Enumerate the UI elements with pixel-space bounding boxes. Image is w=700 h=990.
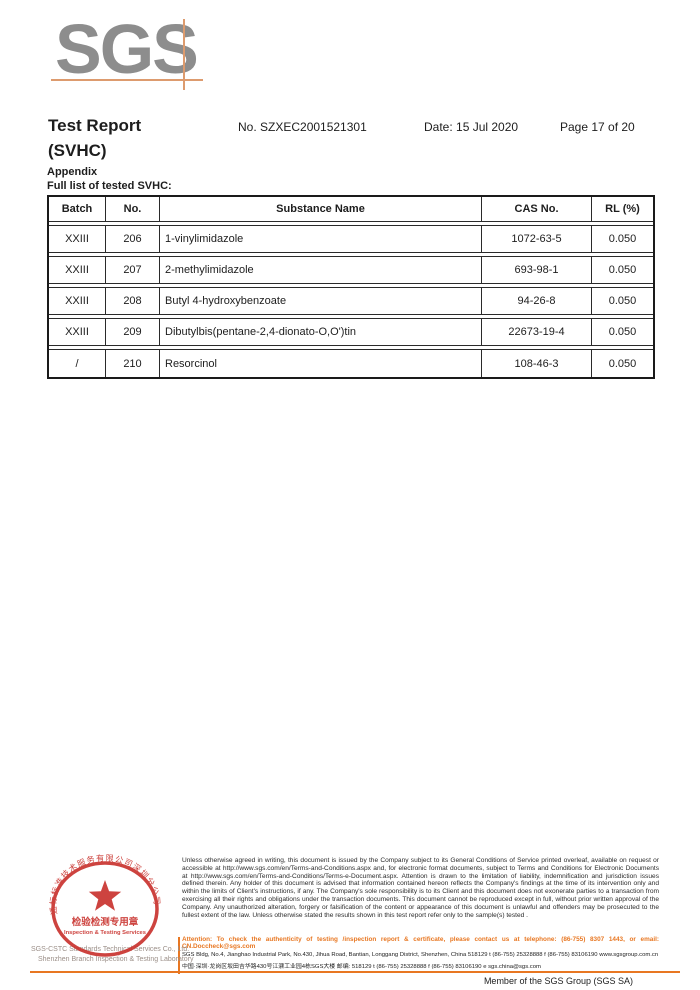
cell-cas: 693-98-1 — [482, 257, 592, 283]
cell-cas: 108-46-3 — [482, 350, 592, 377]
seal-star — [88, 880, 122, 911]
cell-cas: 1072-63-5 — [482, 226, 592, 252]
seal-ring — [51, 861, 159, 957]
cell-rl: 0.050 — [608, 326, 637, 338]
col-header-cas: CAS No. — [482, 197, 592, 221]
cell-rl: 0.050 — [608, 264, 637, 276]
cell-substance: Butyl 4-hydroxybenzoate — [160, 288, 482, 314]
col-header-batch: Batch — [49, 197, 106, 221]
seal-subtitle: Inspection & Testing Services — [64, 930, 146, 936]
company-seal-stamp: 通标标准技术服务有限公司深圳分公司 检验检测专用章 Inspection & T… — [48, 854, 160, 957]
legal-disclaimer: Unless otherwise agreed in writing, this… — [182, 857, 659, 919]
address-chinese: 中国·深圳·龙岗区坂田吉华路430号江灏工业园4栋SGS大楼 邮编: 51812… — [182, 964, 541, 970]
seal-title: 检验检测专用章 — [72, 916, 139, 928]
appendix-subtitle: Full list of tested SVHC: — [47, 180, 172, 192]
address-english: SGS Bldg, No.4, Jianghao Industrial Park… — [182, 952, 659, 958]
company-branch: Shenzhen Branch Inspection & Testing Lab… — [38, 956, 194, 963]
cell-no: 206 — [106, 226, 160, 252]
cell-no: 208 — [106, 288, 160, 314]
logo-vertical-line — [183, 19, 185, 90]
col-header-substance: Substance Name — [160, 197, 482, 221]
cell-rl: 0.050 — [608, 295, 637, 307]
page-title: Test Report — [48, 116, 142, 135]
table-row: XXIII 209 Dibutylbis(pentane-2,4-dionato… — [49, 318, 653, 346]
appendix-label: Appendix — [47, 166, 98, 178]
cell-cas: 22673-19-4 — [482, 319, 592, 345]
cell-cas: 94-26-8 — [482, 288, 592, 314]
attention-notice: Attention: To check the authenticity of … — [182, 936, 659, 951]
cell-rl: 0.050 — [608, 357, 637, 370]
member-note: Member of the SGS Group (SGS SA) — [483, 976, 633, 986]
col-header-rl: RL (%) — [605, 203, 640, 215]
cell-no: 209 — [106, 319, 160, 345]
table-row: XXIII 207 2-methylimidazole 693-98-1 0.0… — [49, 256, 653, 284]
cell-batch: XXIII — [49, 226, 106, 252]
cell-substance: Resorcinol — [160, 350, 482, 377]
sgs-logo: SGS — [0, 0, 260, 120]
logo-underline — [51, 79, 203, 81]
table-header-row: Batch No. Substance Name CAS No. RL (%) — [49, 197, 653, 222]
col-header-no: No. — [106, 197, 160, 221]
company-name: SGS-CSTC Standards Technical Services Co… — [31, 946, 190, 953]
cell-batch: XXIII — [49, 257, 106, 283]
svhc-table: Batch No. Substance Name CAS No. RL (%) … — [47, 195, 655, 379]
cell-batch: XXIII — [49, 319, 106, 345]
cell-rl: 0.050 — [608, 233, 637, 245]
cell-batch: XXIII — [49, 288, 106, 314]
table-row: XXIII 208 Butyl 4-hydroxybenzoate 94-26-… — [49, 287, 653, 315]
table-row: / 210 Resorcinol 108-46-3 0.050 — [49, 349, 653, 377]
footer-divider — [178, 937, 180, 974]
cell-substance: 1-vinylimidazole — [160, 226, 482, 252]
page-subtitle: (SVHC) — [48, 141, 107, 160]
report-date: Date: 15 Jul 2020 — [424, 120, 519, 134]
page-indicator: Page 17 of 20 — [560, 120, 635, 134]
cell-substance: 2-methylimidazole — [160, 257, 482, 283]
cell-no: 210 — [106, 350, 160, 377]
sgs-logo-text: SGS — [55, 10, 199, 88]
report-number: No. SZXEC2001521301 — [238, 120, 367, 134]
table-row: XXIII 206 1-vinylimidazole 1072-63-5 0.0… — [49, 225, 653, 253]
cell-substance: Dibutylbis(pentane-2,4-dionato-O,O')tin — [160, 319, 482, 345]
cell-batch: / — [49, 350, 106, 377]
footer-orange-rule — [30, 971, 680, 973]
cell-no: 207 — [106, 257, 160, 283]
